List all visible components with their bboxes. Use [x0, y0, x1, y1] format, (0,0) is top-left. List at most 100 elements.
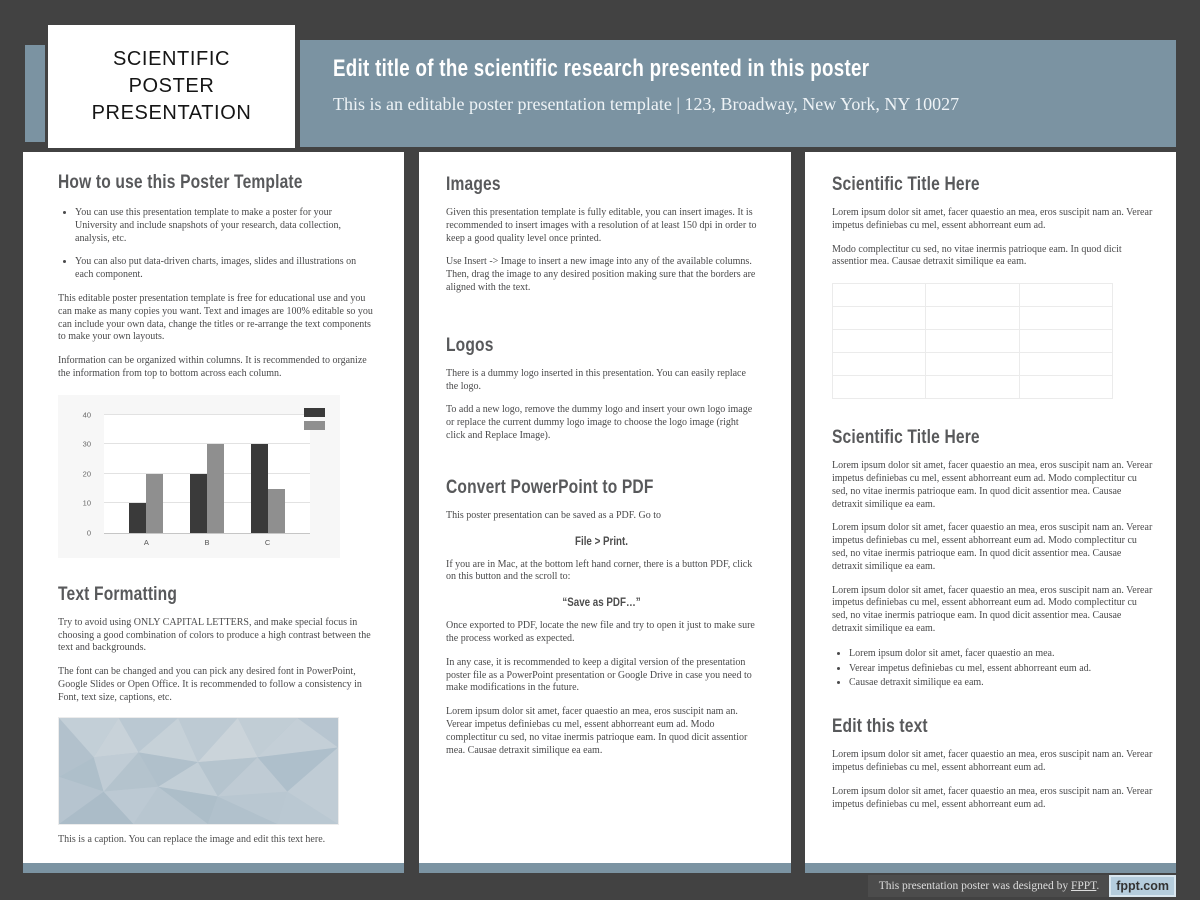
table-cell — [1018, 329, 1114, 354]
chart-ytick-label: 10 — [82, 498, 91, 508]
chart-bar — [129, 503, 147, 533]
chart-bar — [206, 444, 224, 533]
chart-legend — [304, 407, 325, 430]
chart-gridline — [104, 443, 310, 445]
section-heading-scientific-title-2: Scientific Title Here — [832, 427, 980, 449]
credit-suffix: . — [1096, 880, 1100, 892]
logo-line: POSTER — [128, 75, 215, 98]
section-heading-images: Images — [446, 174, 501, 195]
fppt-link[interactable]: FPPT — [1070, 880, 1097, 892]
chart-ytick-label: 0 — [86, 528, 91, 538]
bullet-item: You can also put data-driven charts, ima… — [75, 256, 374, 282]
paragraph: Modo complectitur cu sed, no vitae inerm… — [832, 243, 1122, 268]
table-cell — [831, 329, 927, 354]
header-accent-tab — [25, 45, 45, 142]
table-cell — [831, 283, 927, 308]
chart-xtick-label: A — [143, 537, 149, 547]
logo-line: SCIENTIFIC — [112, 48, 231, 71]
chart-bar — [267, 488, 285, 533]
paragraph: To add a new logo, remove the dummy logo… — [446, 404, 753, 441]
table-cell — [831, 352, 927, 377]
paragraph: There is a dummy logo inserted in this p… — [446, 367, 746, 392]
section-heading-logos: Logos — [446, 334, 494, 356]
table-cell — [925, 352, 1020, 377]
chart-plot: A B C — [104, 413, 310, 547]
paragraph: Lorem ipsum dolor sit amet, facer quaest… — [832, 749, 1153, 773]
table-row — [831, 375, 1114, 400]
chart-gridline — [104, 413, 310, 415]
paragraph: Lorem ipsum dolor sit amet, facer quaest… — [832, 522, 1153, 572]
section-heading-how-to-use: How to use this Poster Template — [58, 172, 303, 193]
column-3: Scientific Title Here Lorem ipsum dolor … — [805, 152, 1176, 863]
poster-title: Edit title of the scientific research pr… — [333, 55, 870, 82]
paragraph: Lorem ipsum dolor sit amet, facer quaest… — [446, 706, 748, 756]
paragraph: Lorem ipsum dolor sit amet, facer quaest… — [832, 207, 1153, 231]
section-heading-convert-pdf: Convert PowerPoint to PDF — [446, 476, 654, 498]
paragraph: This editable poster presentation templa… — [58, 292, 373, 343]
column-1-footer-bar — [23, 863, 404, 873]
paragraph: In any case, it is recommended to keep a… — [446, 656, 752, 694]
scientific-bullet-list: Lorem ipsum dolor sit amet, facer quaest… — [832, 648, 1154, 690]
file-print-instruction: File > Print. — [575, 535, 628, 548]
data-table-body — [831, 283, 1114, 400]
table-cell — [1018, 283, 1114, 308]
chart-xtick-label: B — [204, 537, 210, 547]
credit-prefix: This presentation poster was designed by — [878, 880, 1071, 892]
table-cell — [1018, 306, 1114, 331]
header-band: Edit title of the scientific research pr… — [300, 40, 1176, 147]
section-heading-scientific-title-1: Scientific Title Here — [832, 174, 980, 195]
chart-bar-group: A — [129, 415, 164, 547]
paragraph: Given this presentation template is full… — [446, 207, 757, 244]
table-cell — [1018, 375, 1114, 400]
table-row — [831, 283, 1114, 308]
paragraph: Once exported to PDF, locate the new fil… — [446, 620, 755, 644]
footer-credit-strip: This presentation poster was designed by… — [868, 875, 1176, 897]
bullet-item: You can use this presentation template t… — [75, 207, 374, 245]
table-cell — [925, 283, 1020, 308]
placeholder-image — [58, 716, 339, 825]
paragraph: If you are in Mac, at the bottom left ha… — [446, 558, 753, 583]
table-cell — [925, 375, 1020, 400]
chart-bar — [250, 444, 268, 533]
bullet-item: Causae detraxit similique ea eam. — [849, 677, 1154, 690]
footer-credit-text: This presentation poster was designed by… — [879, 880, 1100, 892]
paragraph: Lorem ipsum dolor sit amet, facer quaest… — [832, 584, 1153, 634]
legend-swatch — [304, 407, 325, 417]
bar-chart: 0 10 20 30 40 A B C — [58, 394, 340, 558]
chart-bar — [189, 473, 207, 533]
paragraph: The font can be changed and you can pick… — [58, 666, 362, 703]
table-row — [831, 329, 1114, 354]
chart-yaxis-labels: 0 10 20 30 40 — [58, 410, 100, 537]
poster-subtitle: This is an editable poster presentation … — [333, 94, 960, 114]
table-row — [831, 352, 1114, 377]
column-3-footer-bar — [805, 863, 1176, 873]
chart-ytick-label: 40 — [82, 410, 91, 420]
section-heading-text-formatting: Text Formatting — [58, 583, 178, 605]
column-2-footer-bar — [419, 863, 791, 873]
bullet-item: Lorem ipsum dolor sit amet, facer quaest… — [849, 648, 1154, 661]
column-2: Images Given this presentation template … — [419, 152, 791, 863]
chart-ytick-label: 30 — [82, 439, 91, 449]
paragraph: Lorem ipsum dolor sit amet, facer quaest… — [832, 460, 1153, 510]
low-poly-graphic — [59, 717, 338, 824]
paragraph: Try to avoid using ONLY CAPITAL LETTERS,… — [58, 616, 371, 654]
chart-bar — [146, 473, 164, 533]
table-cell — [831, 375, 927, 400]
bullet-item: Verear impetus definiebas cu mel, essent… — [849, 663, 1154, 676]
paragraph: Information can be organized within colu… — [58, 355, 367, 379]
chart-groups: A B C — [104, 415, 310, 547]
save-as-pdf-instruction: “Save as PDF…” — [562, 597, 641, 610]
image-caption: This is a caption. You can replace the i… — [58, 833, 326, 845]
paragraph: Use Insert -> Image to insert a new imag… — [446, 256, 756, 293]
fppt-com-badge[interactable]: fppt.com — [1109, 875, 1176, 897]
table-cell — [925, 306, 1020, 331]
chart-xtick-label: C — [264, 537, 271, 547]
column-1: How to use this Poster Template You can … — [23, 152, 404, 863]
chart-ytick-label: 20 — [82, 469, 91, 479]
table-cell — [925, 329, 1020, 354]
logo-line: PRESENTATION — [91, 101, 252, 124]
chart-bar-group: B — [189, 415, 224, 547]
paragraph: This poster presentation can be saved as… — [446, 509, 661, 521]
how-to-use-bullet-list: You can use this presentation template t… — [58, 207, 374, 282]
chart-bar-group: C — [250, 415, 285, 547]
